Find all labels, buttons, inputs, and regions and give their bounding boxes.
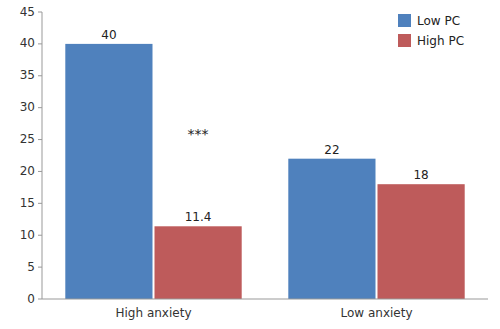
tick-mark — [38, 75, 42, 76]
tick-label: 25 — [20, 132, 35, 146]
tick-label: 40 — [20, 36, 35, 50]
tick-mark — [38, 203, 42, 204]
legend-label: Low PC — [417, 14, 460, 28]
bar — [155, 226, 242, 299]
tick-mark — [38, 235, 42, 236]
bar — [288, 159, 375, 299]
data-label: 11.4 — [185, 210, 212, 224]
bar — [378, 184, 465, 299]
tick-mark — [38, 299, 42, 300]
axis-line — [42, 12, 43, 299]
tick-mark — [38, 171, 42, 172]
tick-mark — [38, 139, 42, 140]
data-labels: 40 22 11.4 18 — [101, 28, 428, 224]
legend-swatch — [398, 34, 411, 47]
legend: Low PC High PC — [398, 14, 464, 48]
y-axis: 0 5 10 15 20 25 30 35 40 45 — [20, 5, 42, 306]
chart: 0 5 10 15 20 25 30 35 40 45 40 22 11.4 18 High anxiety… — [0, 0, 500, 329]
data-label: 40 — [101, 28, 116, 42]
annotation: *** — [188, 126, 209, 142]
bar — [65, 44, 152, 299]
data-label: 22 — [324, 143, 339, 157]
tick-mark — [38, 12, 42, 13]
tick-label: 30 — [20, 100, 35, 114]
axis-line — [42, 299, 488, 300]
tick-label: 20 — [20, 164, 35, 178]
tick-mark — [38, 43, 42, 44]
tick-label: 5 — [27, 260, 35, 274]
data-label: 18 — [413, 168, 428, 182]
x-axis: High anxiety Low anxiety — [42, 299, 488, 320]
tick-label: 0 — [27, 292, 35, 306]
legend-swatch — [398, 14, 411, 27]
tick-label: 15 — [20, 196, 35, 210]
tick-label: High anxiety — [116, 306, 192, 320]
tick-label: 45 — [20, 5, 35, 19]
bars — [65, 44, 464, 299]
tick-label: Low anxiety — [340, 306, 412, 320]
tick-mark — [38, 107, 42, 108]
tick-label: 10 — [20, 228, 35, 242]
tick-label: 35 — [20, 68, 35, 82]
tick-mark — [38, 267, 42, 268]
legend-label: High PC — [417, 34, 464, 48]
